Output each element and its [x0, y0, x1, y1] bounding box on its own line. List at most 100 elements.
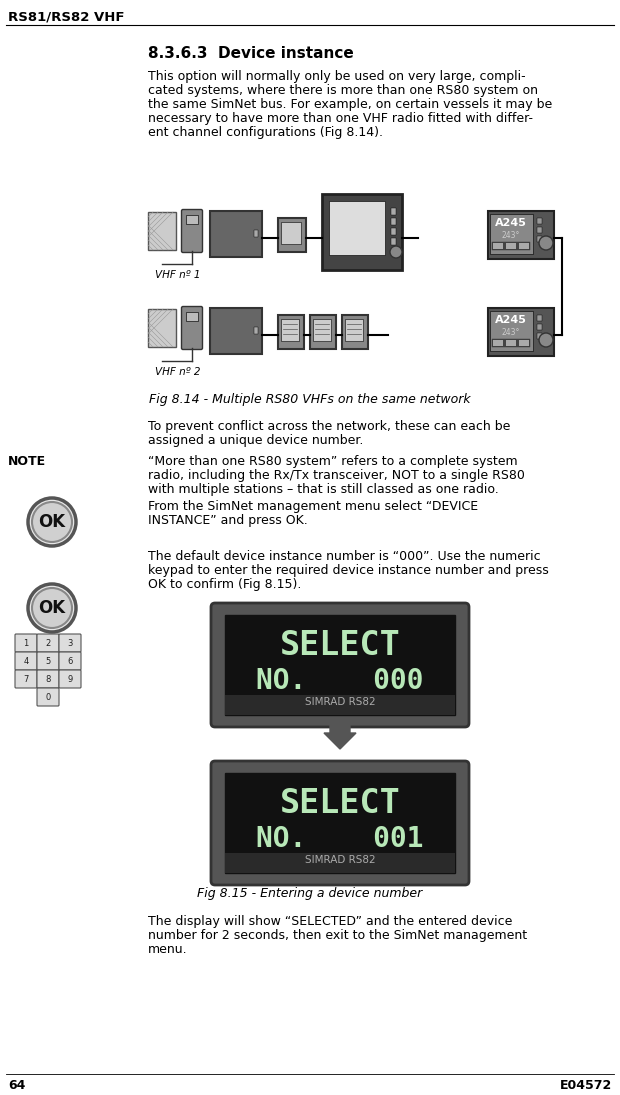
Text: necessary to have more than one VHF radio fitted with differ-: necessary to have more than one VHF radi… — [148, 112, 533, 125]
FancyBboxPatch shape — [182, 209, 203, 253]
FancyBboxPatch shape — [37, 688, 59, 706]
FancyBboxPatch shape — [492, 242, 530, 250]
FancyBboxPatch shape — [278, 218, 306, 252]
FancyBboxPatch shape — [493, 243, 503, 249]
Text: 7: 7 — [24, 675, 29, 683]
FancyBboxPatch shape — [329, 201, 385, 255]
Circle shape — [539, 237, 553, 250]
Text: 64: 64 — [8, 1079, 25, 1092]
FancyBboxPatch shape — [210, 211, 262, 257]
Text: 8.3.6.3  Device instance: 8.3.6.3 Device instance — [148, 46, 354, 61]
Text: The display will show “SELECTED” and the entered device: The display will show “SELECTED” and the… — [148, 915, 512, 927]
Text: A245: A245 — [495, 218, 527, 228]
FancyBboxPatch shape — [225, 615, 455, 715]
Text: 0: 0 — [45, 692, 51, 702]
Text: E04572: E04572 — [560, 1079, 612, 1092]
Text: 243°: 243° — [502, 231, 520, 240]
Text: ent channel configurations (Fig 8.14).: ent channel configurations (Fig 8.14). — [148, 126, 383, 139]
Circle shape — [32, 502, 72, 542]
FancyArrow shape — [324, 725, 356, 749]
FancyBboxPatch shape — [211, 603, 469, 727]
Text: 9: 9 — [68, 675, 73, 683]
Text: 243°: 243° — [502, 328, 520, 337]
Circle shape — [28, 584, 76, 632]
Circle shape — [539, 333, 553, 347]
FancyBboxPatch shape — [490, 214, 533, 254]
Text: SELECT: SELECT — [280, 629, 401, 662]
FancyBboxPatch shape — [519, 243, 529, 249]
Text: 2: 2 — [45, 638, 51, 647]
FancyBboxPatch shape — [225, 773, 455, 873]
Text: This option will normally only be used on very large, compli-: This option will normally only be used o… — [148, 70, 526, 83]
Text: NO.    001: NO. 001 — [256, 825, 423, 853]
FancyBboxPatch shape — [59, 670, 81, 688]
Text: OK: OK — [38, 512, 66, 531]
Text: with multiple stations – that is still classed as one radio.: with multiple stations – that is still c… — [148, 483, 498, 496]
Text: 8: 8 — [45, 675, 51, 683]
FancyBboxPatch shape — [391, 218, 396, 224]
FancyBboxPatch shape — [37, 652, 59, 670]
Circle shape — [32, 588, 72, 629]
FancyBboxPatch shape — [186, 215, 198, 224]
FancyBboxPatch shape — [225, 853, 455, 873]
FancyBboxPatch shape — [211, 761, 469, 885]
FancyBboxPatch shape — [15, 670, 37, 688]
FancyBboxPatch shape — [506, 243, 516, 249]
Text: radio, including the Rx/Tx transceiver, NOT to a single RS80: radio, including the Rx/Tx transceiver, … — [148, 469, 525, 482]
FancyBboxPatch shape — [59, 634, 81, 652]
FancyBboxPatch shape — [313, 319, 331, 341]
FancyBboxPatch shape — [537, 218, 542, 224]
Text: number for 2 seconds, then exit to the SimNet management: number for 2 seconds, then exit to the S… — [148, 929, 527, 942]
FancyBboxPatch shape — [310, 315, 336, 349]
Circle shape — [390, 246, 402, 258]
Text: VHF nº 1: VHF nº 1 — [155, 270, 201, 280]
Text: the same SimNet bus. For example, on certain vessels it may be: the same SimNet bus. For example, on cer… — [148, 97, 552, 111]
Text: OK: OK — [38, 599, 66, 616]
FancyBboxPatch shape — [492, 339, 530, 347]
FancyBboxPatch shape — [537, 333, 542, 339]
Text: 5: 5 — [45, 657, 51, 666]
FancyBboxPatch shape — [506, 341, 516, 346]
Text: SIMRAD RS82: SIMRAD RS82 — [304, 698, 375, 707]
FancyBboxPatch shape — [281, 319, 299, 341]
FancyBboxPatch shape — [15, 634, 37, 652]
FancyBboxPatch shape — [537, 315, 542, 321]
Text: menu.: menu. — [148, 943, 188, 956]
Circle shape — [28, 498, 76, 546]
Text: 6: 6 — [68, 657, 73, 666]
Text: cated systems, where there is more than one RS80 system on: cated systems, where there is more than … — [148, 84, 538, 97]
Text: INSTANCE” and press OK.: INSTANCE” and press OK. — [148, 514, 308, 527]
FancyBboxPatch shape — [148, 212, 176, 250]
FancyBboxPatch shape — [391, 228, 396, 235]
FancyBboxPatch shape — [37, 670, 59, 688]
FancyBboxPatch shape — [182, 307, 203, 349]
Text: keypad to enter the required device instance number and press: keypad to enter the required device inst… — [148, 564, 549, 577]
Text: assigned a unique device number.: assigned a unique device number. — [148, 434, 363, 447]
FancyBboxPatch shape — [342, 315, 368, 349]
FancyBboxPatch shape — [490, 311, 533, 351]
FancyBboxPatch shape — [281, 222, 301, 244]
Text: A245: A245 — [495, 315, 527, 325]
Text: SELECT: SELECT — [280, 787, 401, 820]
FancyBboxPatch shape — [15, 652, 37, 670]
FancyBboxPatch shape — [391, 238, 396, 245]
Text: 3: 3 — [68, 638, 73, 647]
Text: Fig 8.14 - Multiple RS80 VHFs on the same network: Fig 8.14 - Multiple RS80 VHFs on the sam… — [149, 393, 471, 406]
FancyBboxPatch shape — [37, 634, 59, 652]
FancyBboxPatch shape — [488, 211, 554, 260]
Text: To prevent conflict across the network, these can each be: To prevent conflict across the network, … — [148, 420, 510, 433]
FancyBboxPatch shape — [225, 695, 455, 715]
FancyBboxPatch shape — [254, 230, 258, 237]
Text: From the SimNet management menu select “DEVICE: From the SimNet management menu select “… — [148, 500, 478, 512]
FancyBboxPatch shape — [488, 308, 554, 356]
Text: 1: 1 — [24, 638, 29, 647]
FancyBboxPatch shape — [278, 315, 304, 349]
FancyBboxPatch shape — [210, 308, 262, 354]
Text: The default device instance number is “000”. Use the numeric: The default device instance number is “0… — [148, 550, 541, 563]
FancyBboxPatch shape — [519, 341, 529, 346]
Text: Fig 8.15 - Entering a device number: Fig 8.15 - Entering a device number — [197, 887, 423, 900]
FancyBboxPatch shape — [59, 652, 81, 670]
FancyBboxPatch shape — [391, 208, 396, 215]
Text: RS81/RS82 VHF: RS81/RS82 VHF — [8, 10, 125, 23]
Text: SIMRAD RS82: SIMRAD RS82 — [304, 855, 375, 865]
